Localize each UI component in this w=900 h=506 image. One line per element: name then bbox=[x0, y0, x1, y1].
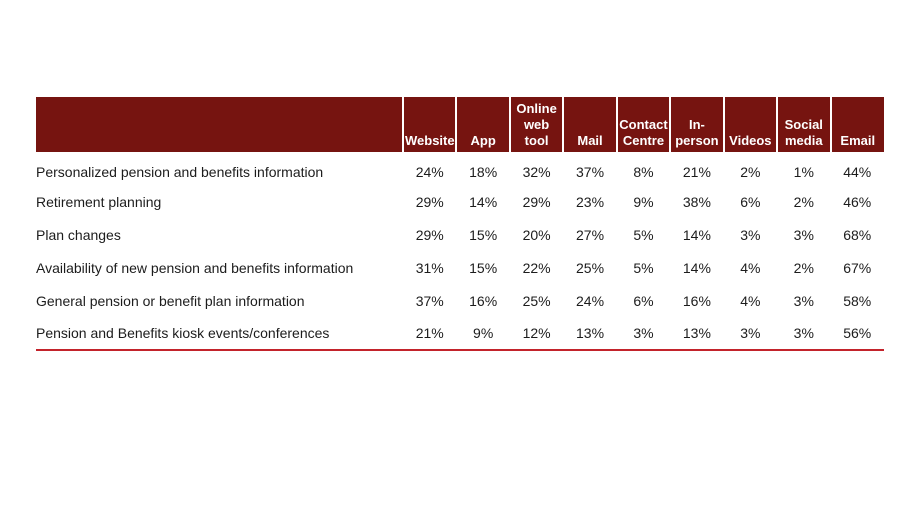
table-header: Website App Online web tool Mail Contact Cen… bbox=[36, 97, 884, 152]
value-cell: 9% bbox=[633, 193, 654, 210]
value-cell: 9% bbox=[456, 317, 510, 351]
value-cell: 3% bbox=[740, 226, 761, 243]
value-cell: 14% bbox=[682, 259, 711, 276]
value-cell: 15% bbox=[469, 226, 498, 243]
value-cell: 4% bbox=[740, 259, 761, 276]
value-cell: 21% bbox=[403, 317, 457, 351]
column-header-website: Website bbox=[401, 97, 457, 152]
value-cell: 29% bbox=[415, 226, 444, 243]
column-header-in-person: In-person bbox=[669, 97, 724, 152]
row-label: Retirement planning bbox=[36, 193, 162, 210]
value-cell: 22% bbox=[522, 259, 551, 276]
value-cell: 16% bbox=[682, 292, 711, 309]
table-row: Plan changes 29% 15% 20% 27% 5% 14% 3% 3% 68% bbox=[36, 218, 884, 251]
value-cell: 58% bbox=[843, 292, 872, 309]
value-cell: 37% bbox=[415, 292, 444, 309]
row-label: General pension or benefit plan informat… bbox=[36, 292, 305, 309]
row-label: Personalized pension and benefits inform… bbox=[36, 164, 324, 180]
value-cell: 29% bbox=[415, 193, 444, 210]
table-container: Website App Online web tool Mail Contact Cen… bbox=[36, 97, 884, 351]
row-label-column-header bbox=[36, 97, 403, 152]
value-cell: 2% bbox=[793, 259, 814, 276]
value-cell: 5% bbox=[633, 226, 654, 243]
value-cell: 44% bbox=[843, 164, 872, 180]
table-row: Pension and Benefits kiosk events/confer… bbox=[36, 317, 884, 351]
header-row: Website App Online web tool Mail Contact Cen… bbox=[36, 97, 884, 152]
column-header-social-media: Social media bbox=[776, 97, 831, 152]
column-header-online-web-tool: Online web tool bbox=[508, 97, 564, 152]
column-header-app: App bbox=[455, 97, 510, 152]
row-label: Availability of new pension and benefits… bbox=[36, 259, 354, 276]
value-cell: 15% bbox=[469, 259, 498, 276]
value-cell: 14% bbox=[469, 193, 498, 210]
column-header-email: Email bbox=[829, 97, 884, 152]
value-cell: 1% bbox=[793, 164, 814, 180]
value-cell: 25% bbox=[576, 259, 605, 276]
value-cell: 27% bbox=[576, 226, 605, 243]
value-cell: 16% bbox=[469, 292, 498, 309]
value-cell: 24% bbox=[415, 164, 444, 180]
communication-channels-table: Website App Online web tool Mail Contact Cen… bbox=[36, 97, 884, 351]
value-cell: 32% bbox=[522, 164, 551, 180]
value-cell: 3% bbox=[777, 317, 831, 351]
value-cell: 21% bbox=[682, 164, 711, 180]
value-cell: 3% bbox=[793, 226, 814, 243]
value-cell: 6% bbox=[740, 193, 761, 210]
row-label: Pension and Benefits kiosk events/confer… bbox=[36, 317, 403, 351]
value-cell: 5% bbox=[633, 259, 654, 276]
value-cell: 2% bbox=[740, 164, 761, 180]
value-cell: 38% bbox=[682, 193, 711, 210]
value-cell: 4% bbox=[740, 292, 761, 309]
table-body: Personalized pension and benefits inform… bbox=[36, 152, 884, 351]
table-row: Availability of new pension and benefits… bbox=[36, 251, 884, 284]
value-cell: 2% bbox=[793, 193, 814, 210]
column-header-mail: Mail bbox=[562, 97, 617, 152]
value-cell: 3% bbox=[793, 292, 814, 309]
table-row: Personalized pension and benefits inform… bbox=[36, 152, 884, 185]
value-cell: 13% bbox=[670, 317, 724, 351]
table-row: General pension or benefit plan informat… bbox=[36, 284, 884, 317]
value-cell: 31% bbox=[415, 259, 444, 276]
value-cell: 13% bbox=[563, 317, 617, 351]
value-cell: 23% bbox=[576, 193, 605, 210]
value-cell: 14% bbox=[682, 226, 711, 243]
value-cell: 67% bbox=[843, 259, 872, 276]
column-header-videos: Videos bbox=[722, 97, 778, 152]
value-cell: 8% bbox=[633, 164, 654, 180]
value-cell: 6% bbox=[633, 292, 654, 309]
column-header-contact-centre: Contact Centre bbox=[615, 97, 671, 152]
value-cell: 29% bbox=[522, 193, 551, 210]
value-cell: 20% bbox=[522, 226, 551, 243]
value-cell: 3% bbox=[723, 317, 778, 351]
value-cell: 68% bbox=[843, 226, 872, 243]
value-cell: 25% bbox=[522, 292, 551, 309]
value-cell: 18% bbox=[469, 164, 498, 180]
value-cell: 24% bbox=[576, 292, 605, 309]
value-cell: 37% bbox=[576, 164, 605, 180]
row-label: Plan changes bbox=[36, 226, 121, 243]
table-row: Retirement planning 29% 14% 29% 23% 9% 38% 6% 2%… bbox=[36, 185, 884, 218]
value-cell: 12% bbox=[509, 317, 564, 351]
value-cell: 3% bbox=[616, 317, 671, 351]
value-cell: 56% bbox=[830, 317, 884, 351]
value-cell: 46% bbox=[843, 193, 872, 210]
